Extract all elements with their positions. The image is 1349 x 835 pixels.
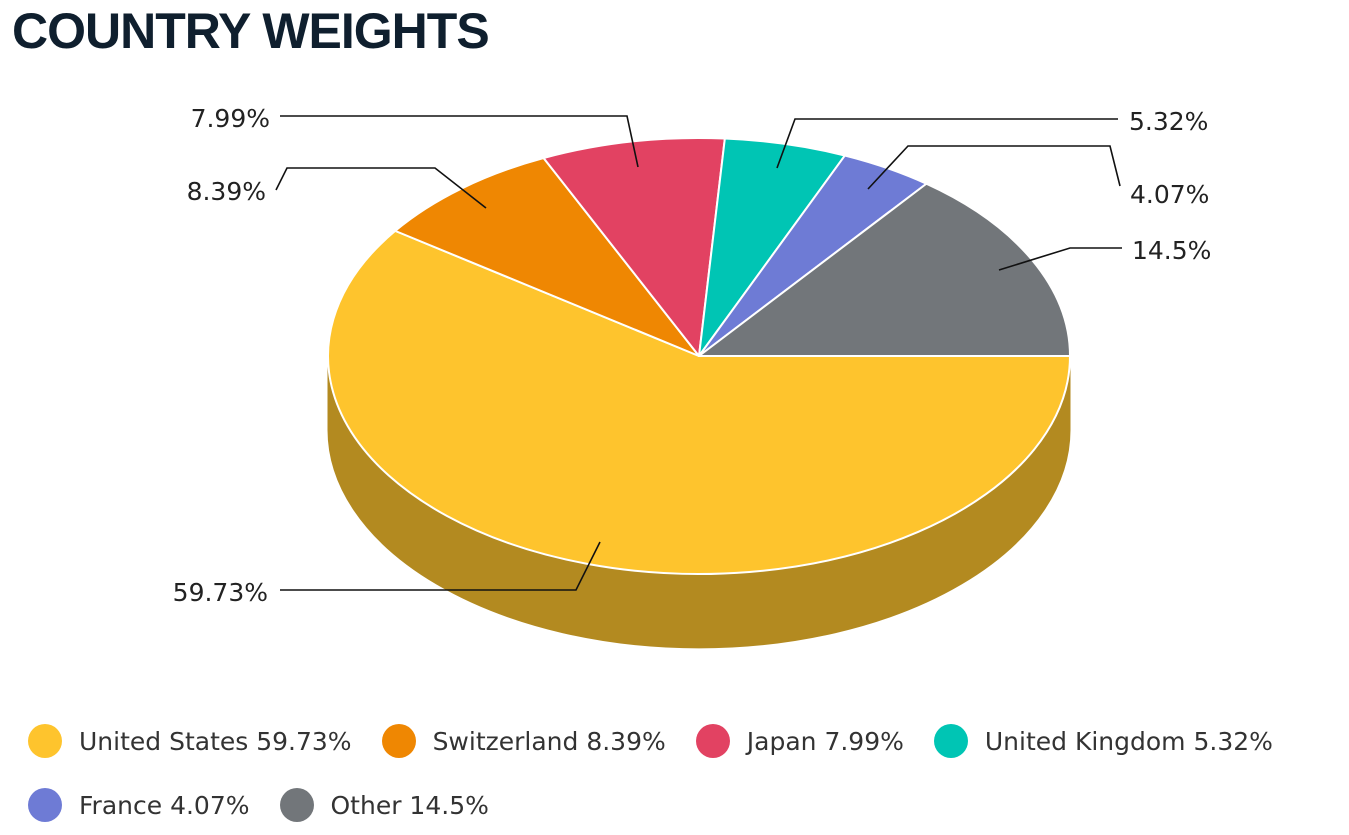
legend-item-united-states[interactable]: United States 59.73% [28, 720, 352, 762]
leader-line-switzerland [275, 167, 487, 209]
legend-label: France 4.07% [79, 790, 250, 820]
leader-line-united-kingdom [776, 118, 1118, 169]
legend-marker-icon [381, 724, 416, 758]
leader-line-japan [280, 115, 639, 168]
legend-marker-icon [279, 788, 314, 822]
legend: United States 59.73% Switzerland 8.39% Jap… [28, 720, 1348, 826]
legend-item-switzerland[interactable]: Switzerland 8.39% [381, 720, 666, 762]
data-label-france: 4.07% [1130, 180, 1209, 209]
legend-marker-icon [933, 724, 968, 758]
legend-item-france[interactable]: France 4.07% [28, 784, 250, 826]
legend-marker-icon [695, 724, 730, 758]
legend-label: Other 14.5% [330, 790, 489, 820]
legend-label: Japan 7.99% [746, 726, 904, 756]
data-label-switzerland: 8.39% [187, 177, 266, 206]
leader-line-united-states [280, 541, 601, 591]
data-label-united-states: 59.73% [173, 578, 268, 607]
legend-item-united-kingdom[interactable]: United Kingdom 5.32% [933, 720, 1273, 762]
legend-marker-icon [28, 724, 62, 758]
legend-marker-icon [28, 788, 62, 822]
data-label-united-kingdom: 5.32% [1129, 107, 1208, 136]
leader-line-other [998, 247, 1122, 271]
legend-label: United Kingdom 5.32% [984, 726, 1273, 756]
legend-label: Switzerland 8.39% [432, 726, 666, 756]
pie-leader-lines [275, 115, 1122, 591]
data-label-other: 14.5% [1132, 236, 1211, 265]
pie-chart: 59.73% 8.39% 7.99% 5.32% 4.07% 14.5% [173, 104, 1212, 649]
chart-title: COUNTRY WEIGHTS [12, 3, 490, 59]
legend-item-japan[interactable]: Japan 7.99% [695, 720, 904, 762]
pie-data-labels: 59.73% 8.39% 7.99% 5.32% 4.07% 14.5% [173, 104, 1212, 607]
data-label-japan: 7.99% [191, 104, 270, 133]
leader-line-france [867, 145, 1121, 190]
legend-label: United States 59.73% [79, 726, 352, 756]
pie-slices [327, 137, 1071, 575]
legend-item-other[interactable]: Other 14.5% [279, 784, 489, 826]
pie-slice-united-states[interactable] [327, 229, 1071, 575]
